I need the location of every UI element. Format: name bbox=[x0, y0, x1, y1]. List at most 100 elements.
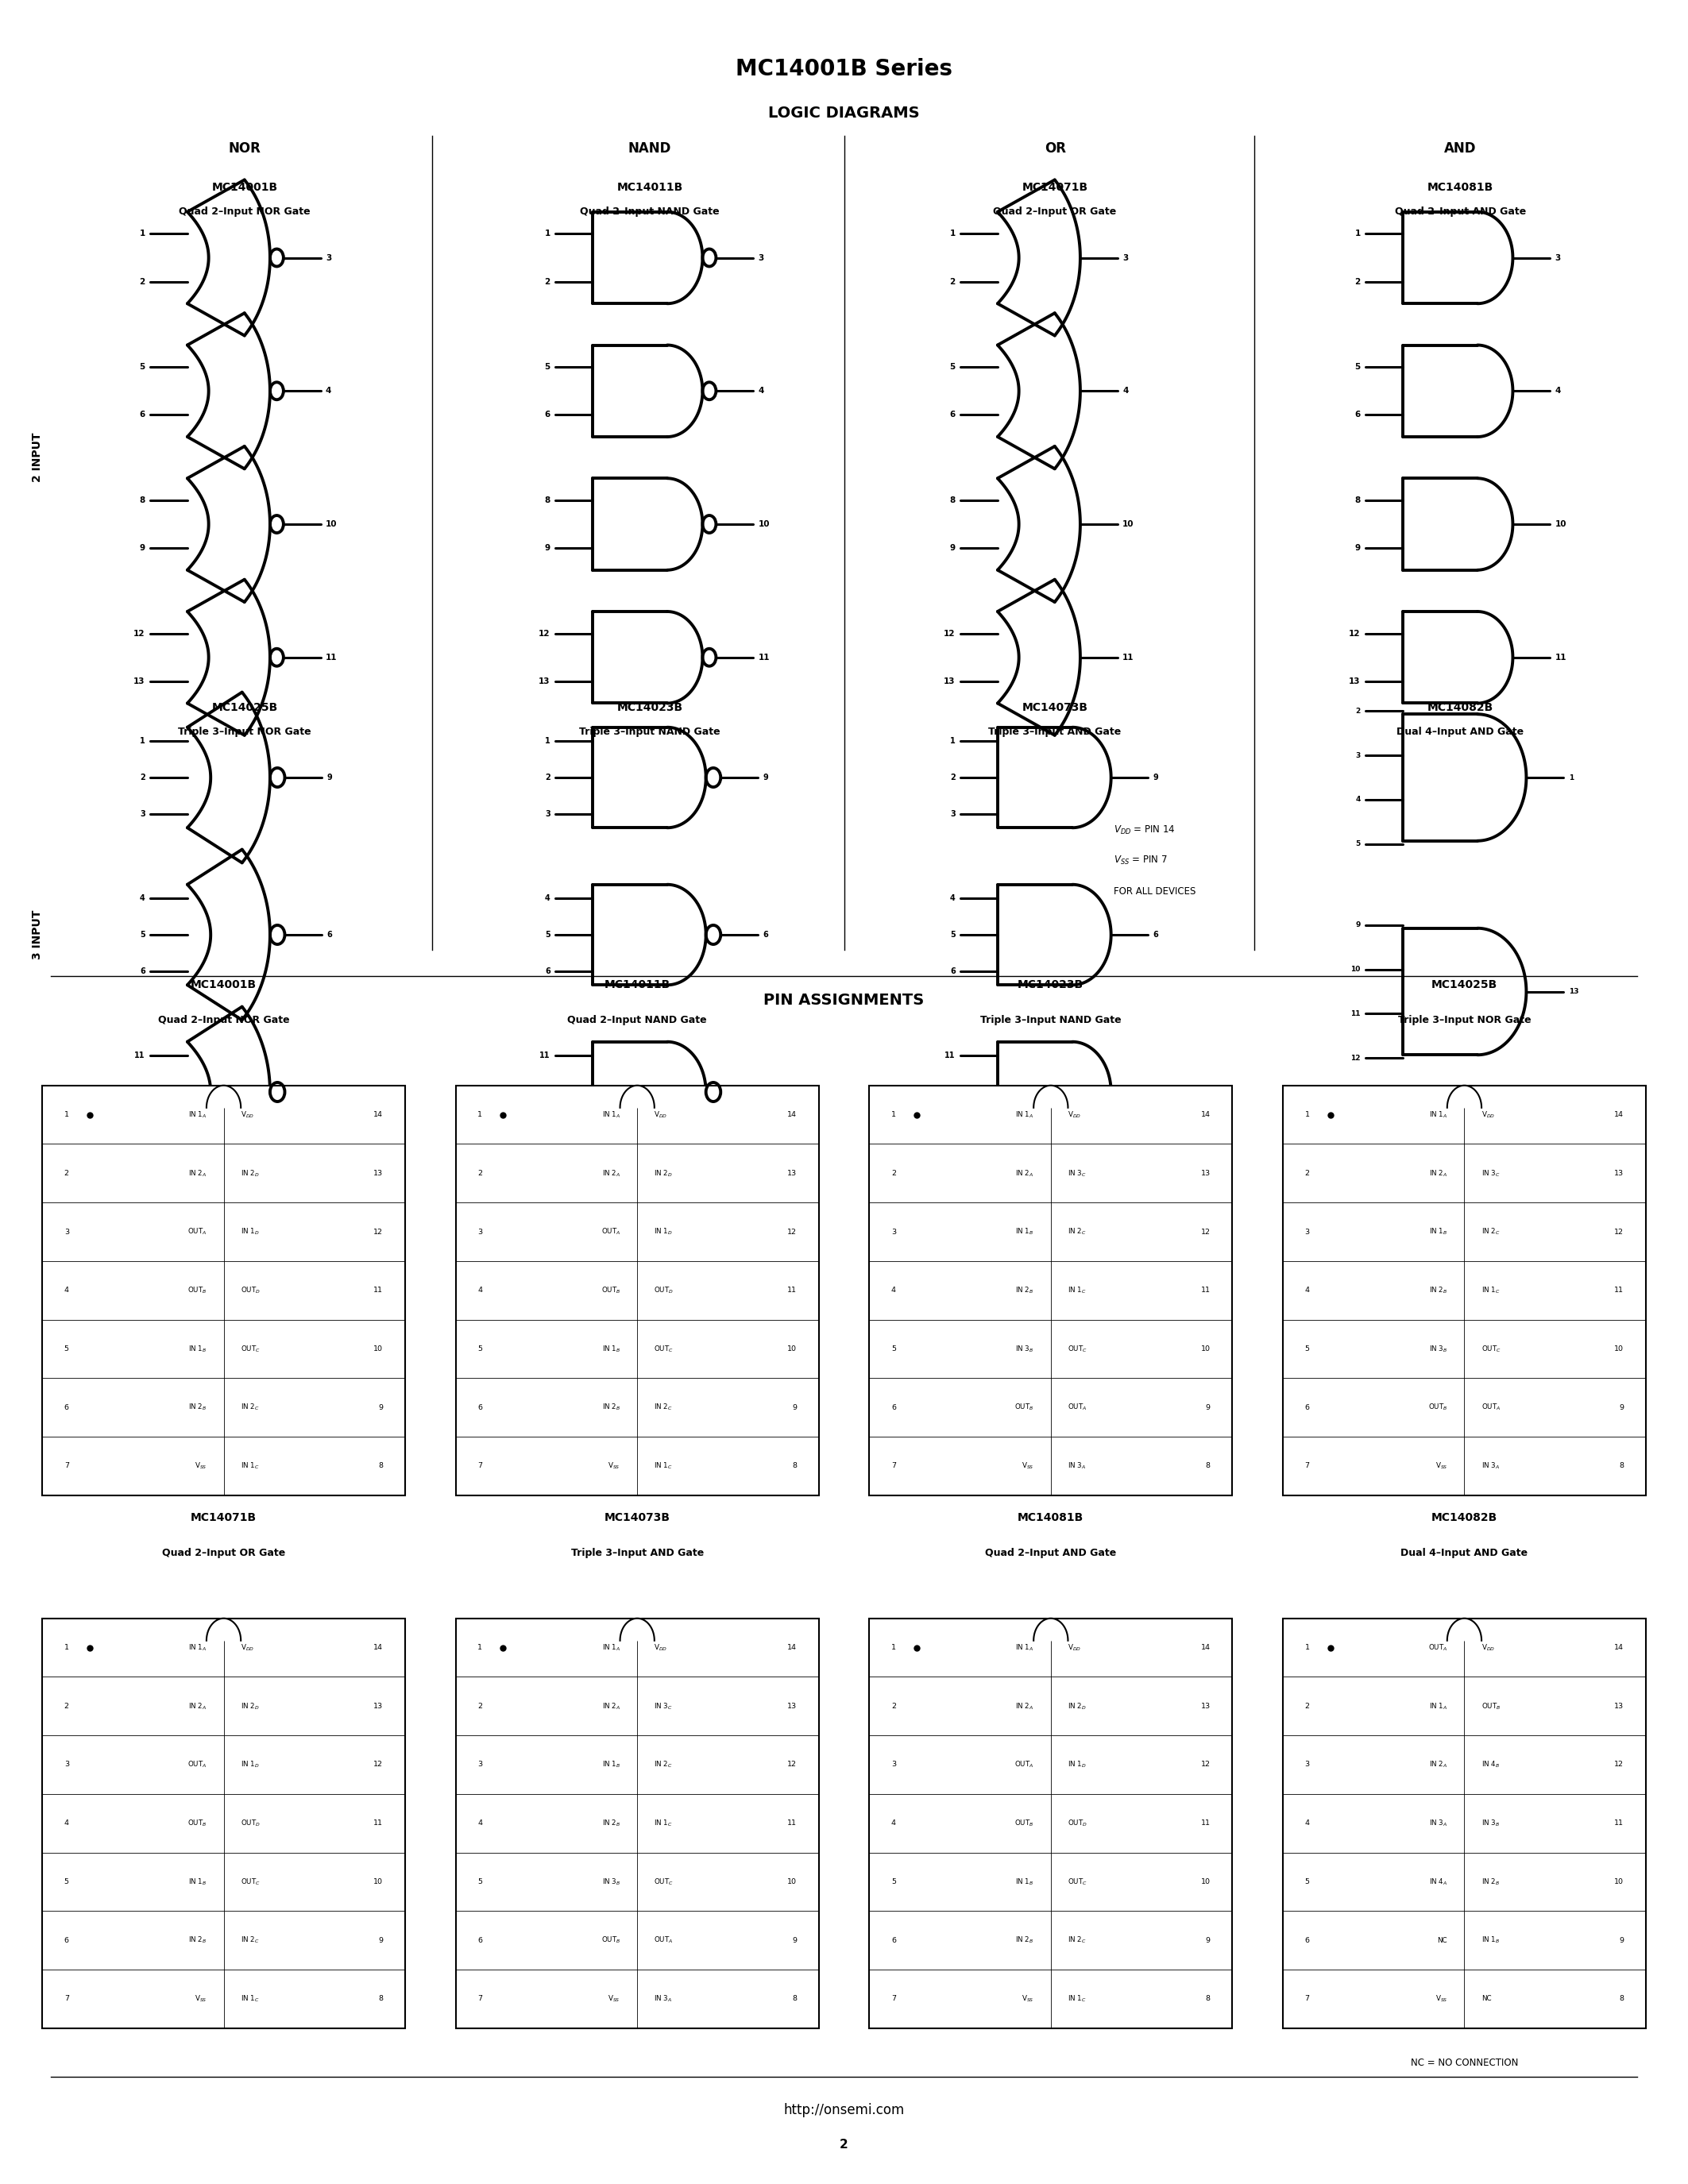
Text: 8: 8 bbox=[1205, 1463, 1210, 1470]
Text: IN 2$_A$: IN 2$_A$ bbox=[1016, 1701, 1033, 1710]
Text: 5: 5 bbox=[478, 1878, 483, 1885]
Text: 9: 9 bbox=[545, 544, 550, 553]
Text: IN 1$_A$: IN 1$_A$ bbox=[603, 1109, 621, 1120]
Text: IN 1$_D$: IN 1$_D$ bbox=[655, 1227, 674, 1236]
Text: 2: 2 bbox=[140, 773, 145, 782]
Text: OUT$_B$: OUT$_B$ bbox=[1428, 1402, 1448, 1413]
Text: IN 2$_A$: IN 2$_A$ bbox=[1430, 1760, 1448, 1769]
Text: 11: 11 bbox=[787, 1286, 797, 1293]
Text: 13: 13 bbox=[373, 1704, 383, 1710]
Text: 10: 10 bbox=[787, 1878, 797, 1885]
Text: 6: 6 bbox=[763, 930, 768, 939]
Text: $V_{DD}$ = PIN 14: $V_{DD}$ = PIN 14 bbox=[1114, 823, 1177, 836]
Text: NC: NC bbox=[1482, 1996, 1491, 2003]
Text: 10: 10 bbox=[1555, 520, 1566, 529]
Text: MC14073B: MC14073B bbox=[1021, 701, 1089, 714]
Text: 6: 6 bbox=[891, 1937, 896, 1944]
Text: IN 2$_C$: IN 2$_C$ bbox=[241, 1935, 260, 1946]
Text: 1: 1 bbox=[140, 229, 145, 238]
Bar bbox=[456, 1085, 819, 1496]
Bar bbox=[1283, 1085, 1646, 1496]
Text: 11: 11 bbox=[540, 1053, 550, 1059]
Text: 5: 5 bbox=[140, 930, 145, 939]
Polygon shape bbox=[1447, 1085, 1482, 1107]
Text: 12: 12 bbox=[540, 1088, 550, 1096]
Text: OUT$_B$: OUT$_B$ bbox=[601, 1286, 621, 1295]
Text: 14: 14 bbox=[1200, 1112, 1210, 1118]
Text: 9: 9 bbox=[140, 544, 145, 553]
Text: V$_{DD}$: V$_{DD}$ bbox=[241, 1642, 255, 1653]
Text: 8: 8 bbox=[1619, 1996, 1624, 2003]
Text: 8: 8 bbox=[1355, 496, 1361, 505]
Text: 1: 1 bbox=[1305, 1112, 1310, 1118]
Bar bbox=[42, 1618, 405, 2029]
Text: MC14025B: MC14025B bbox=[211, 701, 279, 714]
Text: 1: 1 bbox=[64, 1645, 69, 1651]
Text: 5: 5 bbox=[950, 930, 955, 939]
Text: 11: 11 bbox=[1200, 1819, 1210, 1826]
Text: 10: 10 bbox=[373, 1878, 383, 1885]
Text: 4: 4 bbox=[950, 895, 955, 902]
Text: V$_{SS}$: V$_{SS}$ bbox=[194, 1461, 206, 1470]
Text: OUT$_B$: OUT$_B$ bbox=[187, 1286, 206, 1295]
Text: 14: 14 bbox=[787, 1112, 797, 1118]
Text: MC14025B: MC14025B bbox=[1431, 978, 1497, 992]
Text: 4: 4 bbox=[1305, 1819, 1310, 1826]
Text: 12: 12 bbox=[1200, 1760, 1210, 1769]
Text: OUT$_A$: OUT$_A$ bbox=[601, 1227, 621, 1236]
Text: IN 2$_D$: IN 2$_D$ bbox=[241, 1168, 260, 1177]
Text: 6: 6 bbox=[1305, 1937, 1310, 1944]
Text: Triple 3–Input AND Gate: Triple 3–Input AND Gate bbox=[989, 727, 1121, 736]
Text: OUT$_C$: OUT$_C$ bbox=[241, 1343, 260, 1354]
Text: 4: 4 bbox=[140, 895, 145, 902]
Text: 11: 11 bbox=[1200, 1286, 1210, 1293]
Text: 2: 2 bbox=[1355, 708, 1361, 714]
Text: PIN ASSIGNMENTS: PIN ASSIGNMENTS bbox=[763, 994, 925, 1007]
Text: MC14071B: MC14071B bbox=[191, 1511, 257, 1524]
Text: MC14001B Series: MC14001B Series bbox=[736, 57, 952, 81]
Text: 6: 6 bbox=[950, 968, 955, 974]
Text: OUT$_A$: OUT$_A$ bbox=[187, 1760, 206, 1769]
Text: 14: 14 bbox=[1614, 1112, 1624, 1118]
Text: 5: 5 bbox=[891, 1878, 896, 1885]
Text: OUT$_A$: OUT$_A$ bbox=[1428, 1642, 1448, 1653]
Text: 6: 6 bbox=[140, 968, 145, 974]
Text: OUT$_B$: OUT$_B$ bbox=[1482, 1701, 1501, 1710]
Text: 9: 9 bbox=[327, 773, 333, 782]
Text: Triple 3–Input NAND Gate: Triple 3–Input NAND Gate bbox=[579, 727, 721, 736]
Text: OUT$_C$: OUT$_C$ bbox=[1482, 1343, 1501, 1354]
Text: IN 1$_A$: IN 1$_A$ bbox=[603, 1642, 621, 1653]
Text: IN 2$_C$: IN 2$_C$ bbox=[1069, 1227, 1087, 1236]
Text: V$_{SS}$: V$_{SS}$ bbox=[1435, 1994, 1448, 2003]
Text: 2: 2 bbox=[950, 277, 955, 286]
Text: 1: 1 bbox=[891, 1112, 896, 1118]
Text: 11: 11 bbox=[1350, 1011, 1361, 1018]
Text: IN 3$_A$: IN 3$_A$ bbox=[655, 1994, 672, 2003]
Text: 6: 6 bbox=[478, 1404, 483, 1411]
Text: 8: 8 bbox=[1205, 1996, 1210, 2003]
Text: IN 3$_C$: IN 3$_C$ bbox=[655, 1701, 674, 1710]
Text: IN 2$_A$: IN 2$_A$ bbox=[189, 1168, 206, 1177]
Text: IN 2$_A$: IN 2$_A$ bbox=[189, 1701, 206, 1710]
Text: IN 2$_B$: IN 2$_B$ bbox=[1482, 1876, 1501, 1887]
Text: V$_{SS}$: V$_{SS}$ bbox=[1021, 1994, 1033, 2003]
Text: 10: 10 bbox=[327, 1088, 338, 1096]
Text: OUT$_C$: OUT$_C$ bbox=[655, 1876, 674, 1887]
Text: IN 3$_B$: IN 3$_B$ bbox=[601, 1876, 621, 1887]
Text: IN 3$_A$: IN 3$_A$ bbox=[1069, 1461, 1085, 1470]
Text: 4: 4 bbox=[326, 387, 331, 395]
Text: 11: 11 bbox=[373, 1286, 383, 1293]
Text: 3: 3 bbox=[64, 1760, 69, 1769]
Text: 6: 6 bbox=[545, 411, 550, 419]
Text: 10: 10 bbox=[1350, 965, 1361, 972]
Text: 14: 14 bbox=[787, 1645, 797, 1651]
Text: 4: 4 bbox=[891, 1286, 896, 1293]
Polygon shape bbox=[206, 1085, 241, 1107]
Text: 3: 3 bbox=[140, 810, 145, 817]
Text: 5: 5 bbox=[1305, 1345, 1310, 1352]
Text: 2: 2 bbox=[891, 1704, 896, 1710]
Text: 9: 9 bbox=[1619, 1404, 1624, 1411]
Text: IN 1$_C$: IN 1$_C$ bbox=[1069, 1994, 1087, 2003]
Text: IN 2$_C$: IN 2$_C$ bbox=[655, 1402, 674, 1413]
Text: 7: 7 bbox=[64, 1463, 69, 1470]
